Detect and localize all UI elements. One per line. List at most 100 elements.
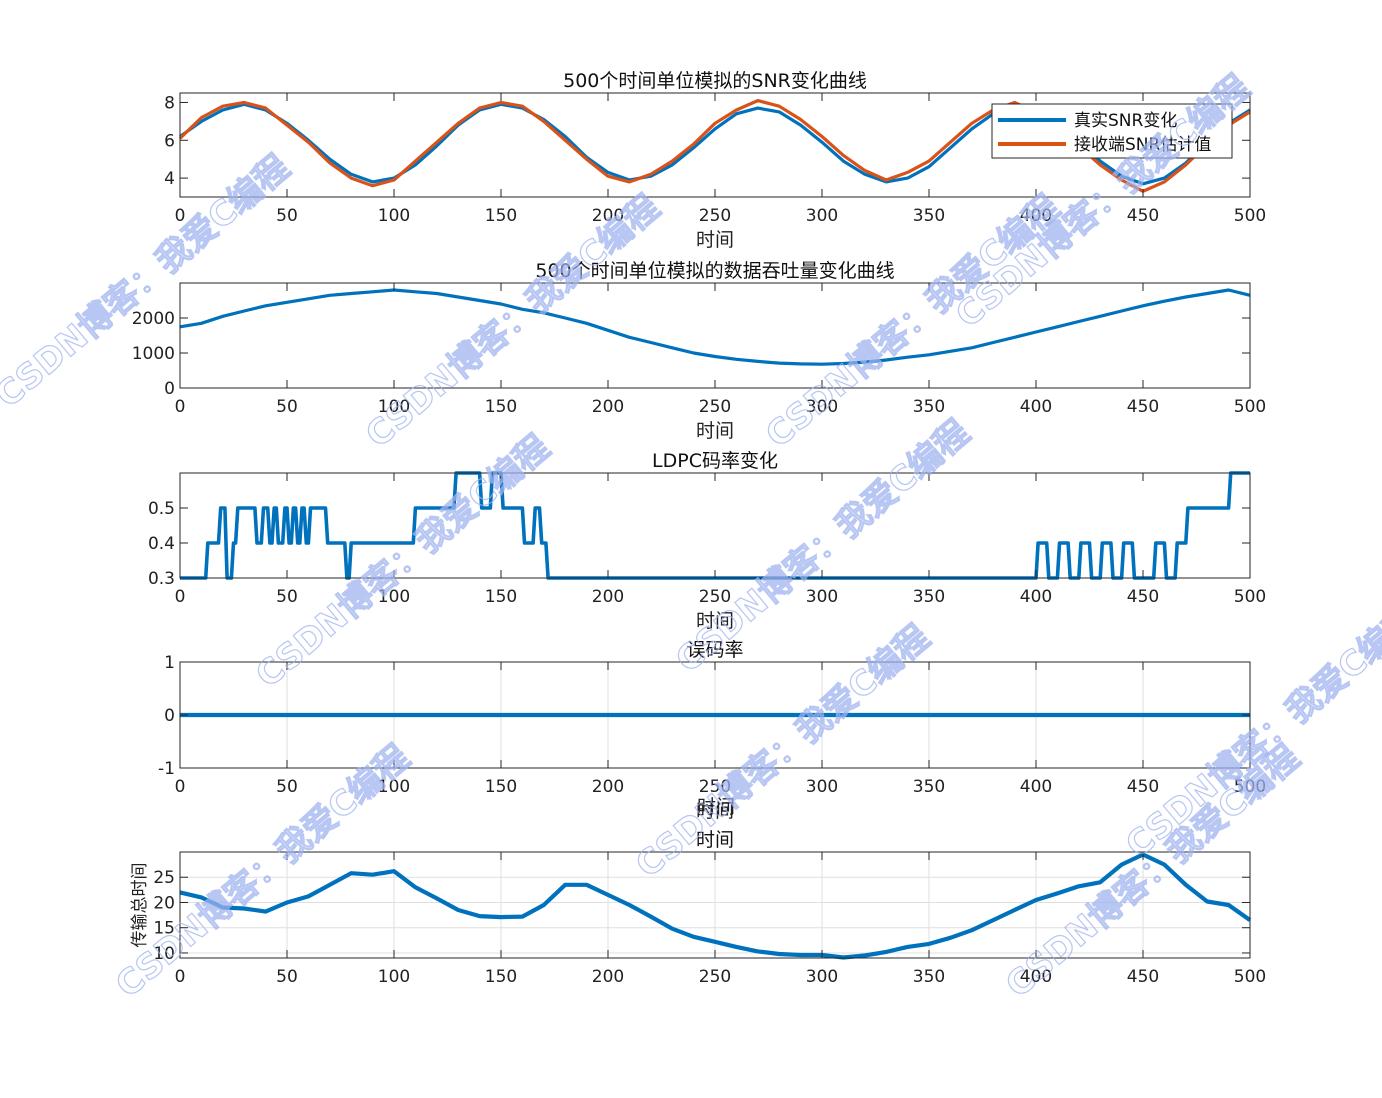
data-point (271, 542, 273, 544)
data-point (1163, 177, 1165, 179)
data-point (521, 308, 524, 310)
data-point (521, 105, 524, 107)
data-point (992, 919, 994, 921)
data-point (971, 128, 973, 130)
data-point (329, 158, 331, 160)
data-point (267, 507, 269, 509)
data-point (1185, 164, 1187, 166)
data-point (607, 175, 609, 177)
data-point (393, 870, 395, 872)
y-tick-label: 1000 (132, 344, 175, 364)
data-point (372, 874, 374, 876)
data-point (628, 904, 631, 906)
data-point (1206, 507, 1208, 509)
x-tick-label: 100 (378, 967, 410, 987)
data-point (885, 951, 887, 953)
data-point (1163, 300, 1165, 302)
x-tick-label: 100 (378, 206, 410, 226)
x-tick-label: 300 (806, 206, 838, 226)
data-point (1185, 884, 1187, 886)
data-point (757, 360, 759, 362)
data-point (290, 542, 292, 544)
data-point (821, 141, 823, 143)
data-point (693, 936, 695, 938)
x-tick-label: 350 (913, 967, 945, 987)
data-point (307, 895, 309, 898)
data-point (372, 291, 374, 293)
data-point (842, 160, 845, 162)
y-tick-label: 6 (164, 131, 175, 151)
x-tick-label: 400 (1020, 777, 1052, 797)
data-point (329, 884, 331, 886)
x-tick-label: 500 (1234, 206, 1266, 226)
data-point (1206, 292, 1208, 295)
data-point (232, 542, 235, 544)
subplots: 0 50 100 150 200 250 300 350 400 450 500468500个时间单… (130, 70, 1266, 987)
subplot-2: 0 50 100 150 200 250 300 350 400 450 500 0 1000 2000 5… (132, 260, 1266, 442)
data-point (928, 354, 930, 356)
data-point (243, 101, 245, 104)
data-point (885, 179, 887, 181)
data-point (1176, 542, 1178, 544)
x-tick-label: 150 (485, 206, 517, 226)
x-tick-label: 500 (1234, 397, 1266, 417)
data-point (265, 305, 267, 307)
data-point (329, 294, 331, 296)
x-tick-label: 450 (1127, 967, 1159, 987)
data-point (260, 542, 262, 544)
plot-area (180, 283, 1250, 388)
data-point (1163, 542, 1165, 544)
data-point (545, 542, 547, 544)
data-point (538, 507, 541, 509)
x-tick-label: 300 (806, 587, 838, 607)
data-point (778, 362, 780, 364)
data-point (372, 185, 374, 187)
data-point (436, 145, 438, 147)
data-point (1185, 296, 1187, 298)
x-tick-label: 0 (175, 777, 186, 797)
x-axis-label: 时间 (696, 800, 734, 822)
x-axis-label: 时间 (696, 229, 734, 251)
data-point (800, 118, 802, 121)
subplot-1: 0 50 100 150 200 250 300 350 400 450 500 4 6 8 500个时间单… (164, 70, 1266, 251)
data-point (949, 141, 952, 143)
data-point (1121, 179, 1123, 181)
data-point (344, 542, 346, 544)
data-point (1099, 315, 1101, 317)
data-point (307, 542, 309, 544)
data-point (1056, 326, 1058, 328)
chart-title: 时间 (696, 829, 734, 851)
data-point (1206, 900, 1208, 903)
data-point (414, 507, 416, 509)
x-tick-label: 50 (276, 967, 298, 987)
data-point (800, 363, 802, 365)
data-point (757, 100, 759, 102)
data-point (1037, 542, 1039, 544)
data-point (1121, 175, 1123, 177)
data-point (1101, 542, 1103, 544)
data-point (778, 111, 780, 113)
data-point (821, 135, 823, 138)
series-line-1 (180, 471, 1250, 580)
data-point (1121, 864, 1123, 866)
data-point (928, 943, 930, 945)
data-point (414, 160, 416, 162)
y-tick-label: -1 (158, 759, 175, 779)
legend-label: 接收端SNR估计值 (1074, 135, 1211, 155)
data-point (262, 507, 265, 509)
data-point (714, 128, 716, 130)
data-point (1142, 305, 1144, 307)
x-axis-label: 时间 (696, 610, 734, 632)
data-point (543, 312, 545, 314)
data-point (693, 147, 695, 149)
data-point (650, 916, 652, 918)
data-point (800, 124, 802, 126)
data-point (479, 299, 481, 302)
data-point (1208, 507, 1210, 509)
data-point (414, 886, 416, 888)
data-point (436, 141, 438, 143)
data-point (1228, 904, 1230, 906)
y-tick-label: 15 (153, 919, 175, 939)
data-point (928, 160, 930, 162)
